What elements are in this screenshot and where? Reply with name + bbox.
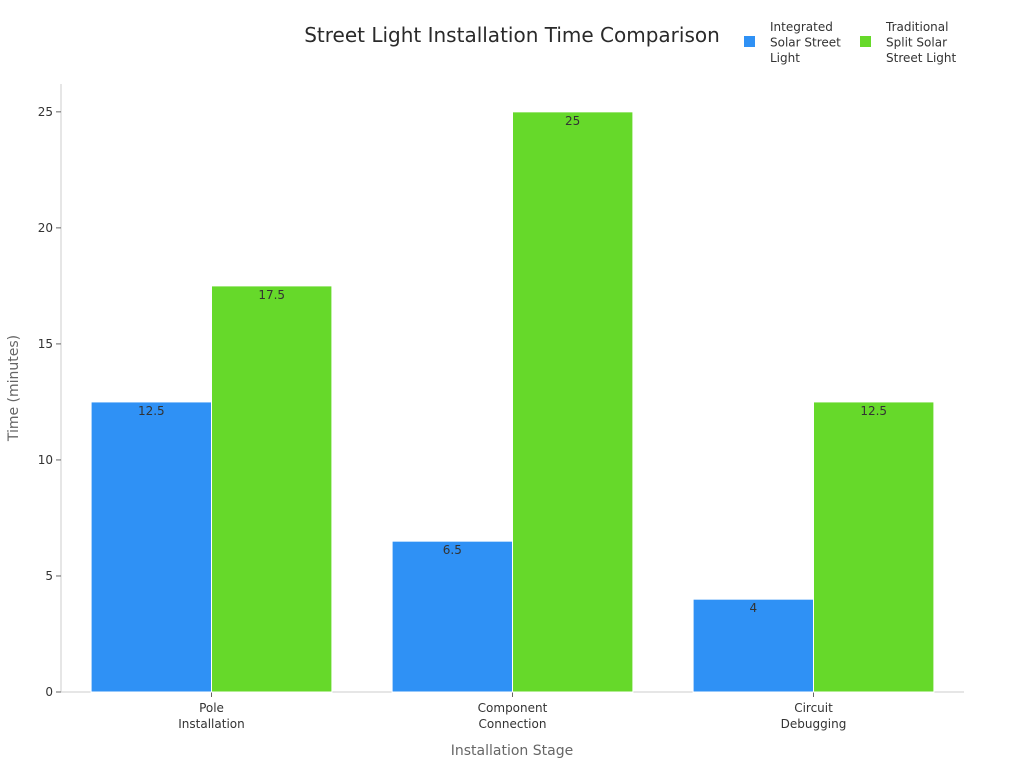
data-label: 6.5 — [443, 543, 462, 557]
y-axis-title: Time (minutes) — [6, 335, 22, 442]
bar-integrated[interactable] — [391, 540, 514, 693]
chart-title: Street Light Installation Time Compariso… — [304, 23, 720, 47]
legend-swatch — [744, 36, 755, 47]
y-tick-label: 25 — [38, 105, 53, 119]
legend-item[interactable]: Traditional Split Solar Street Light — [860, 20, 957, 65]
data-label: 12.5 — [138, 404, 165, 418]
bar-integrated[interactable] — [90, 401, 212, 693]
x-axis-title: Installation Stage — [451, 743, 573, 759]
legend-label: Traditional Split Solar Street Light — [885, 20, 957, 65]
y-tick-label: 20 — [38, 221, 53, 235]
y-tick-label: 10 — [38, 453, 53, 467]
data-label: 4 — [749, 601, 757, 615]
legend[interactable]: Integrated Solar Street Light Traditional Sp… — [744, 20, 957, 65]
axes: 0 5 10 15 20 25 Pole Installation Component Conne… — [38, 84, 964, 731]
data-label: 12.5 — [860, 404, 887, 418]
y-tick-label: 5 — [45, 569, 53, 583]
data-label: 17.5 — [258, 288, 285, 302]
y-tick-label: 15 — [38, 337, 53, 351]
y-tick-label: 0 — [45, 685, 53, 699]
legend-item[interactable]: Integrated Solar Street Light — [744, 20, 841, 65]
x-tick-label: Component Connection — [478, 701, 548, 731]
bar-traditional[interactable] — [211, 285, 333, 693]
bar-integrated[interactable] — [692, 598, 814, 693]
legend-swatch — [860, 36, 871, 47]
x-tick-label: Pole Installation — [178, 701, 244, 731]
data-label: 25 — [565, 114, 580, 128]
bars — [90, 111, 935, 693]
x-tick-label: Circuit Debugging — [781, 701, 847, 731]
bar-traditional[interactable] — [512, 111, 634, 693]
data-labels: 12.5 17.5 6.5 25 4 12.5 — [138, 114, 887, 615]
bar-traditional[interactable] — [813, 401, 935, 693]
legend-label: Integrated Solar Street Light — [770, 20, 841, 65]
